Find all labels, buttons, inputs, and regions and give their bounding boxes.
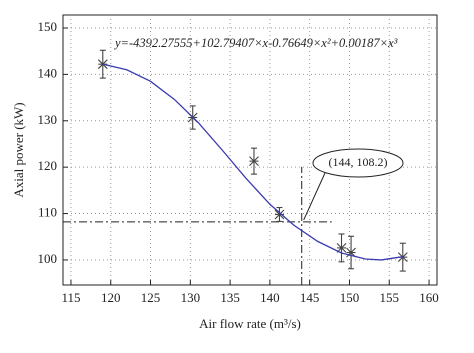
y-axis-title: Axial power (kW)	[11, 102, 26, 197]
x-tick-label: 120	[101, 290, 121, 305]
callout-ellipse	[312, 148, 404, 178]
y-tick-label: 100	[38, 251, 58, 266]
plot-frame	[62, 14, 438, 286]
y-tick-label: 150	[38, 19, 58, 34]
data-point	[249, 147, 259, 175]
x-tick-label: 155	[380, 290, 400, 305]
y-tick-label: 130	[38, 112, 58, 127]
x-tick-label: 145	[300, 290, 320, 305]
fit-curve	[102, 63, 403, 261]
x-tick-label: 160	[419, 290, 439, 305]
x-tick-label: 150	[340, 290, 360, 305]
data-point	[346, 235, 356, 270]
x-axis-title: Air flow rate (m³/s)	[199, 316, 301, 331]
y-tick-label: 110	[38, 205, 57, 220]
data-point	[336, 233, 347, 263]
x-tick-label: 135	[220, 290, 240, 305]
y-tick-label: 140	[38, 65, 58, 80]
data-point	[97, 49, 108, 79]
x-tick-label: 125	[141, 290, 161, 305]
x-tick-label: 140	[260, 290, 280, 305]
y-tick-label: 120	[38, 158, 58, 173]
x-tick-label: 130	[181, 290, 201, 305]
annotation-label: (144, 108.2)	[329, 155, 388, 169]
x-tick-label: 115	[61, 290, 80, 305]
fit-equation: y=-4392.27555+102.79407×x-0.76649×x²+0.0…	[113, 36, 398, 50]
data-point	[274, 206, 285, 222]
callout-line	[303, 172, 326, 221]
